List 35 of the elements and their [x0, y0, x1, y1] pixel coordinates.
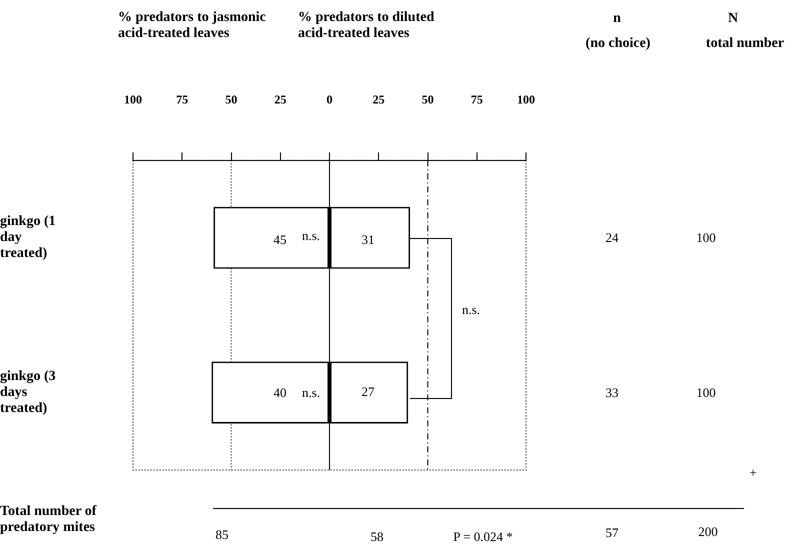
text: n	[613, 11, 621, 27]
text: P = 0.024 *	[453, 529, 513, 545]
text: (no choice)	[586, 36, 650, 52]
annotation: n.s.	[302, 228, 320, 244]
y-tick-label: ginkgo (1 day treated)	[0, 214, 57, 262]
annotation: n.s.	[302, 385, 320, 401]
annotation: 40	[274, 385, 286, 401]
x-tick-label: 50	[225, 92, 238, 106]
text: Total number of predatory mites	[0, 504, 98, 536]
annotation: 45	[274, 232, 286, 248]
text: 57	[606, 525, 618, 541]
text: N	[728, 11, 738, 27]
text: % predators to jasmonic acid-treated leaves	[118, 10, 267, 42]
x-tick-label: 25	[372, 92, 385, 106]
annotation: 31	[362, 232, 374, 248]
text: 85	[216, 527, 228, 543]
text: 200	[698, 524, 718, 540]
x-tick-label: 25	[274, 92, 286, 106]
x-tick-label: 75	[176, 92, 188, 106]
annotation: n.s.	[462, 302, 480, 318]
y-tick-label: ginkgo (3 days treated)	[0, 368, 57, 417]
text: 24	[606, 230, 618, 246]
x-tick-label: 75	[470, 92, 483, 106]
annotation: 27	[362, 384, 374, 400]
text: +	[749, 465, 757, 481]
x-tick-label: 50	[422, 92, 434, 106]
text: 100	[696, 385, 716, 401]
text: 33	[606, 385, 618, 401]
x-tick-label: 100	[124, 92, 142, 106]
text: 100	[696, 230, 716, 246]
x-tick-label: 100	[517, 92, 535, 106]
x-tick-label: 0	[326, 92, 332, 106]
text: total number	[706, 36, 784, 52]
text: % predators to diluted acid-treated leaves	[298, 10, 436, 42]
text: 58	[370, 529, 384, 545]
